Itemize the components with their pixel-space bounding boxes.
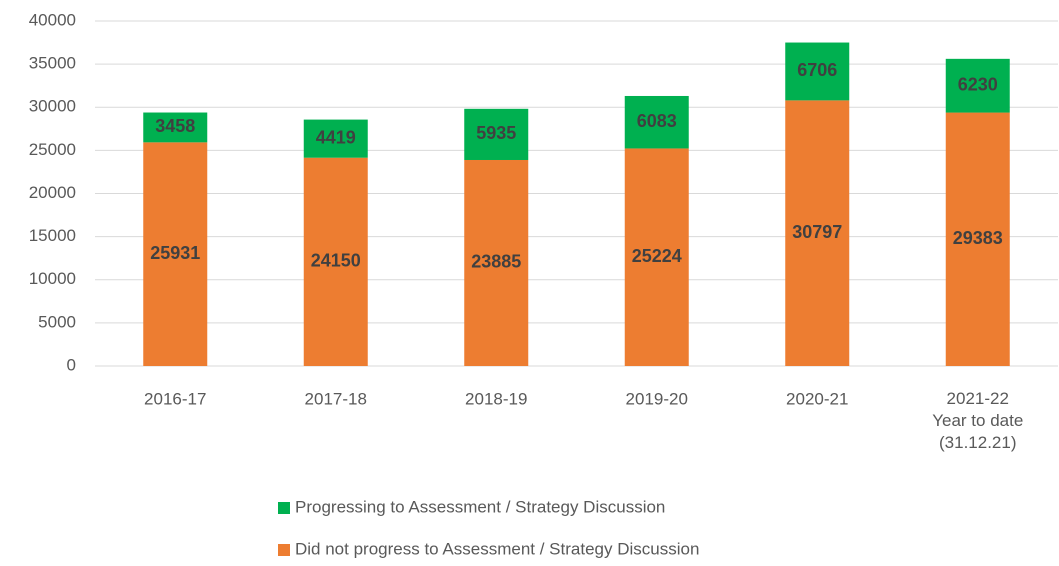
bar-segment [624,95,689,149]
value-label: 5935 [476,123,516,143]
value-label: 29383 [953,228,1003,248]
y-tick-label: 10000 [29,269,76,288]
y-tick-label: 40000 [29,10,76,29]
legend-swatch [278,502,290,514]
bar-segment [464,108,529,160]
y-tick-label: 0 [67,355,76,374]
x-tick-label: 2016-17 [144,389,206,408]
value-label: 24150 [311,251,361,271]
bar-segment [624,148,689,366]
y-tick-label: 30000 [29,97,76,116]
legend-label: Progressing to Assessment / Strategy Dis… [295,497,665,516]
bar-segment [945,112,1010,366]
bar-segment [464,159,529,366]
bar-segment [785,100,850,366]
bar-segment [143,112,208,143]
y-tick-label: 5000 [38,312,76,331]
y-tick-label: 20000 [29,183,76,202]
x-tick-label: 2018-19 [465,389,527,408]
y-tick-label: 25000 [29,140,76,159]
value-label: 6083 [637,111,677,131]
bar-segment [303,119,368,158]
value-label: 25224 [632,246,682,266]
value-label: 6230 [958,74,998,94]
x-tick-label: 2021-22 Year to date (31.12.21) [932,389,1023,452]
x-tick-label: 2019-20 [626,389,688,408]
value-label: 4419 [316,127,356,147]
y-tick-label: 15000 [29,226,76,245]
value-label: 25931 [150,243,200,263]
legend-label: Did not progress to Assessment / Strateg… [295,539,699,558]
x-tick-label: 2020-21 [786,389,848,408]
bar-segment [303,157,368,366]
value-label: 3458 [155,116,195,136]
value-label: 23885 [471,252,521,272]
y-tick-label: 35000 [29,54,76,73]
legend-swatch [278,544,290,556]
bar-segment [785,42,850,101]
bar-segment [143,142,208,366]
value-label: 30797 [792,222,842,242]
value-label: 6706 [797,60,837,80]
x-tick-label: 2017-18 [305,389,367,408]
bar-segment [945,58,1010,113]
